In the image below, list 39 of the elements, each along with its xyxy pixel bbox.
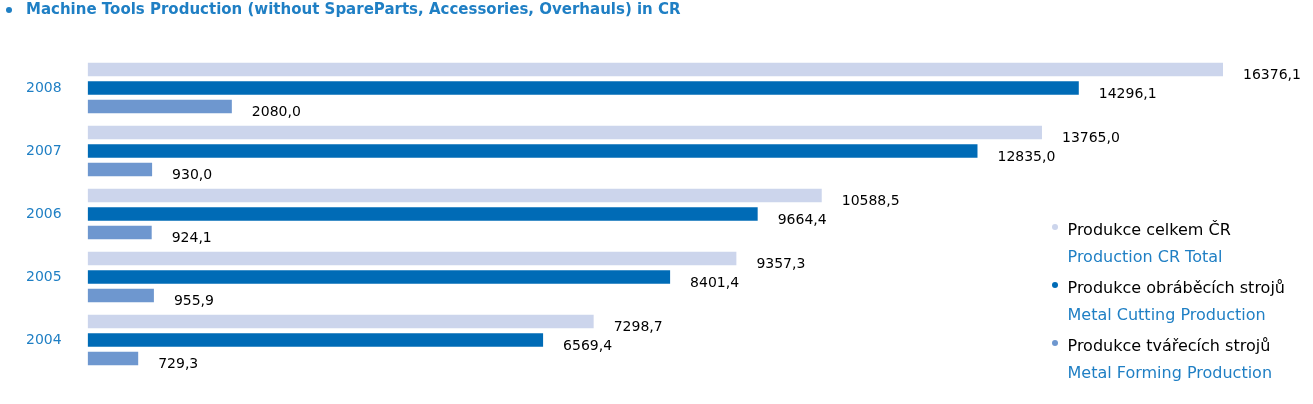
bar bbox=[87, 162, 153, 177]
data-label: 12835,0 bbox=[997, 147, 1056, 164]
bar bbox=[87, 270, 671, 284]
data-label: 9664,4 bbox=[777, 210, 827, 227]
y-tick-label: 2008 bbox=[25, 78, 62, 95]
bar bbox=[87, 288, 154, 303]
bar bbox=[87, 207, 758, 221]
bar bbox=[87, 351, 139, 366]
data-label: 7298,7 bbox=[613, 318, 663, 335]
data-label: 955,9 bbox=[173, 292, 214, 309]
bar bbox=[87, 251, 737, 266]
data-label: 14296,1 bbox=[1098, 84, 1157, 101]
bar bbox=[87, 144, 978, 158]
data-label: 9357,3 bbox=[756, 255, 806, 272]
y-tick-label: 2005 bbox=[25, 267, 62, 284]
data-label: 729,3 bbox=[158, 355, 199, 372]
data-label: 6569,4 bbox=[563, 336, 613, 353]
y-tick-label: 2007 bbox=[25, 141, 62, 158]
legend-label: Produkce obráběcích strojů Metal Cutting Production bbox=[1067, 277, 1285, 326]
data-label: 8401,4 bbox=[690, 273, 740, 290]
data-label: 930,0 bbox=[172, 166, 213, 183]
bar bbox=[87, 125, 1042, 140]
bar bbox=[87, 62, 1223, 77]
y-tick-label: 2004 bbox=[25, 330, 62, 347]
bar bbox=[87, 188, 822, 203]
legend-label: Produkce celkem ČR Production CR Total bbox=[1067, 219, 1231, 268]
y-tick-label: 2006 bbox=[25, 204, 62, 221]
bar bbox=[87, 225, 152, 240]
data-label: 2080,0 bbox=[251, 103, 301, 120]
data-label: 10588,5 bbox=[841, 192, 900, 209]
bar bbox=[87, 99, 232, 114]
data-label: 924,1 bbox=[171, 229, 212, 246]
bar bbox=[87, 81, 1079, 95]
data-label: 13765,0 bbox=[1061, 129, 1120, 146]
legend-label: Produkce tvářecích strojů Metal Forming Production bbox=[1067, 335, 1273, 384]
chart-title: Machine Tools Production (without SpareParts, Accessories, Overhauls) in CR bbox=[26, 0, 681, 18]
bar bbox=[87, 314, 594, 329]
bar bbox=[87, 333, 544, 347]
data-label: 16376,1 bbox=[1243, 66, 1301, 83]
